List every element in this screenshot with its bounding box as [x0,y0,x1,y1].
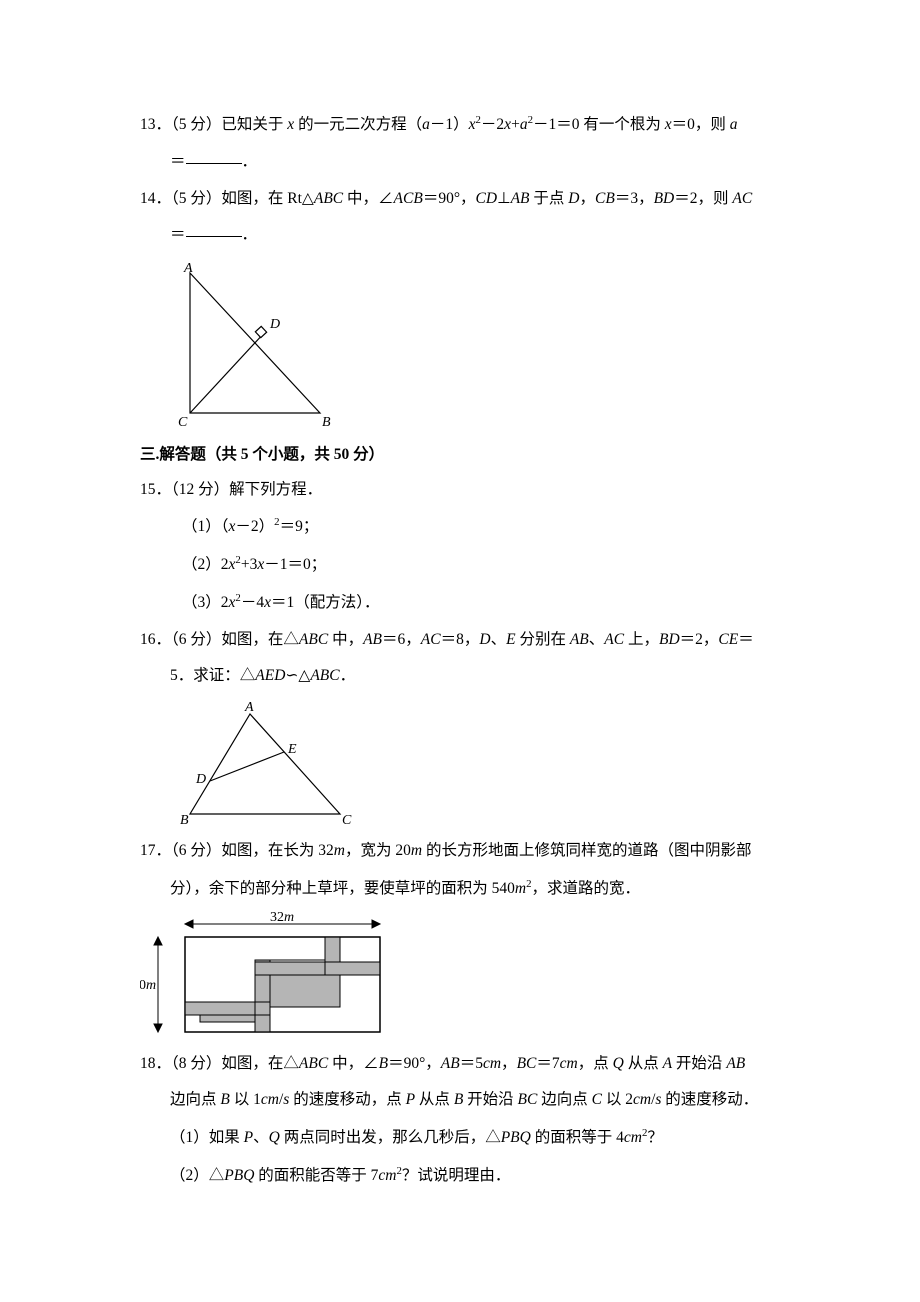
q18-number: 18． [140,1055,171,1072]
q14-figure: A C B D [170,258,800,433]
q15-points: （12 分） [171,481,229,498]
triangle-acb-icon: A C B D [170,258,340,433]
svg-text:A: A [183,261,193,276]
svg-text:A: A [244,700,254,715]
question-18: 18．（8 分）如图，在△ABC 中，∠B＝90°，AB＝5cm，BC＝7cm，… [140,1050,800,1079]
q17-number: 17． [140,842,171,859]
svg-text:E: E [287,742,297,757]
svg-text:B: B [322,415,331,430]
q15-part1: （1）（x－2）2＝9； [182,512,800,542]
q17-figure: 32m 20m [140,912,800,1042]
q14-number: 14． [140,190,171,207]
q18-part2: （2）△PBQ 的面积能否等于 7cm2？试说明理由． [140,1161,800,1191]
q15-number: 15． [140,481,171,498]
q16-points: （6 分） [171,631,221,648]
svg-text:C: C [342,813,352,828]
question-13: 13．（5 分）已知关于 x 的一元二次方程（a－1）x2－2x+a2－1＝0 … [140,110,800,140]
question-15: 15．（12 分）解下列方程． [140,476,800,505]
q13-number: 13． [140,116,171,133]
svg-text:C: C [178,415,188,430]
triangle-abc-de-icon: A B C D E [170,699,360,829]
q18-part1: （1）如果 P、Q 两点同时出发，那么几秒后，△PBQ 的面积等于 4cm2？ [140,1123,800,1153]
q14-points: （5 分） [171,190,221,207]
q18-points: （8 分） [171,1055,221,1072]
document-page: 13．（5 分）已知关于 x 的一元二次方程（a－1）x2－2x+a2－1＝0 … [0,0,920,1302]
q15-part2: （2）2x2+3x－1＝0； [182,550,800,580]
road-rectangle-icon: 32m 20m [140,912,400,1042]
q18-line2: 边向点 B 以 1cm/s 的速度移动，点 P 从点 B 开始沿 BC 边向点 … [140,1086,800,1115]
q13-line2: ＝． [140,148,800,177]
svg-text:D: D [269,317,280,332]
svg-text:20m: 20m [140,978,156,993]
q14-blank [186,221,242,238]
svg-text:D: D [195,772,206,787]
q17-line2: 分），余下的部分种上草坪，要使草坪的面积为 540m2，求道路的宽． [140,874,800,904]
svg-text:B: B [180,813,189,828]
section-3-title: 三.解答题（共 5 个小题，共 50 分） [140,441,800,470]
q13-points: （5 分） [171,116,221,133]
q15-part3: （3）2x2－4x＝1（配方法）． [182,588,800,618]
question-16: 16．（6 分）如图，在△ABC 中，AB＝6，AC＝8，D、E 分别在 AB、… [140,626,800,655]
svg-text:32m: 32m [270,912,294,925]
q16-number: 16． [140,631,171,648]
q16-figure: A B C D E [170,699,800,829]
question-17: 17．（6 分）如图，在长为 32m，宽为 20m 的长方形地面上修筑同样宽的道… [140,837,800,866]
q13-text: 已知关于 x 的一元二次方程（a－1）x2－2x+a2－1＝0 有一个根为 x＝… [221,116,737,133]
q17-points: （6 分） [171,842,221,859]
question-14: 14．（5 分）如图，在 Rt△ABC 中，∠ACB＝90°，CD⊥AB 于点 … [140,185,800,214]
q13-blank [186,147,242,164]
q16-line2: 5．求证：△AED∽△ABC． [140,662,800,691]
q14-line2: ＝． [140,221,800,250]
